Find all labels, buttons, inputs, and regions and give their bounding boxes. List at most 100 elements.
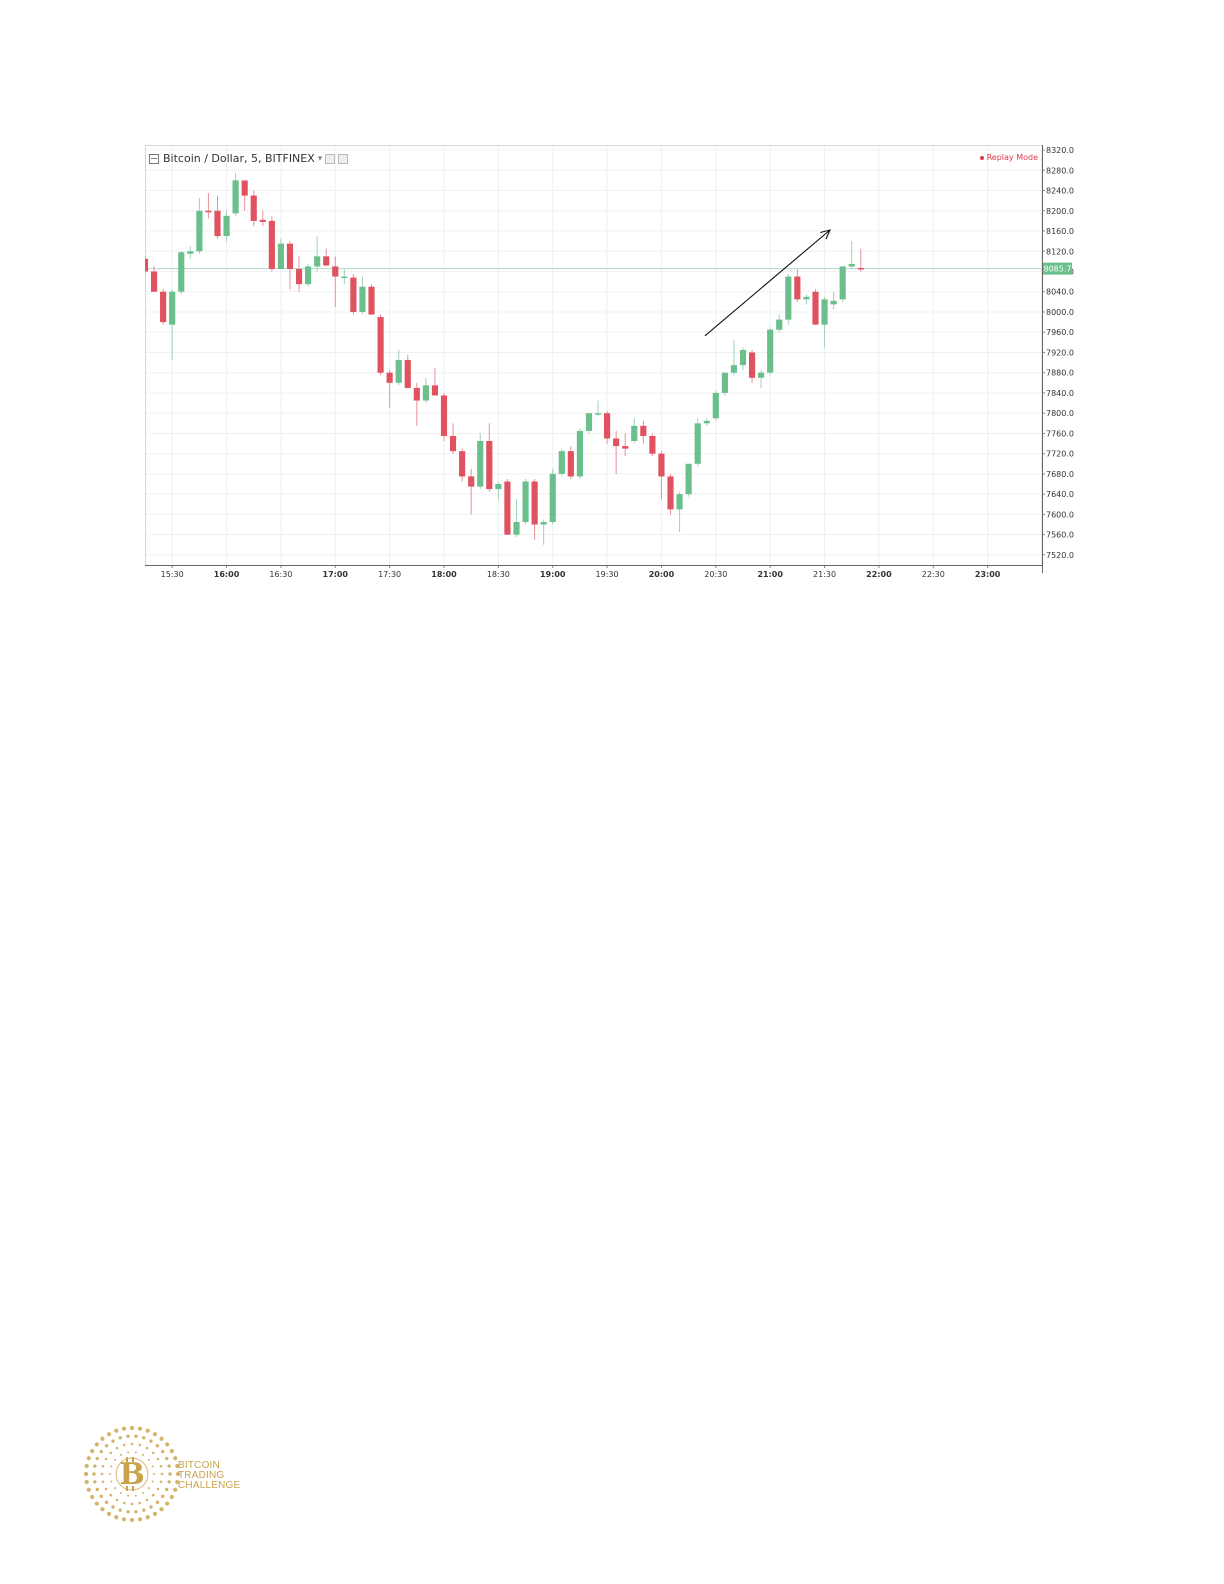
logo-dot [153,1473,155,1475]
y-tick-label: 8200.0 [1046,207,1074,216]
logo-dot [104,1487,108,1491]
logo-dot [104,1457,108,1461]
x-tick-label: 22:30 [922,570,945,579]
candle-body [513,521,520,535]
x-tick-label: 18:30 [487,570,510,579]
logo-dot [151,1493,155,1497]
logo-dot [130,1442,134,1446]
candle-body [495,484,502,490]
logo-dot [142,1453,144,1456]
candle-body [504,481,511,535]
trend-arrow-head [820,229,831,240]
x-tick-label: 19:30 [596,570,619,579]
logo-dot [122,1501,126,1505]
candle-body [413,387,420,401]
logo-dot [159,1507,164,1512]
last-price-label: 8085.7 [1044,265,1072,274]
logo-dot [165,1456,169,1461]
logo-dot [99,1449,103,1454]
grid [145,145,1043,566]
y-tick-label: 8160.0 [1046,227,1074,236]
y-tick-label: 7960.0 [1046,328,1074,337]
logo-dot [126,1434,130,1438]
candle-body [567,451,574,477]
logo-dot [156,1487,160,1491]
logo-dot [111,1439,115,1443]
logo-dot [175,1479,180,1485]
logo-dot [115,1498,119,1502]
logo-dot [137,1426,143,1431]
logo-dot [109,1451,113,1455]
candle-body [250,195,257,221]
logo-dot [145,1446,149,1450]
candle-body [332,266,339,277]
logo-line: BITCOIN [178,1460,220,1471]
logo-dot [142,1508,146,1512]
replay-mode-badge[interactable]: Replay Mode [979,153,1038,162]
y-tick-label: 7520.0 [1046,551,1074,560]
logo-dot [118,1508,122,1512]
y-tick-label: 7880.0 [1046,369,1074,378]
logo-dot [121,1426,127,1431]
logo-dot [121,1517,127,1522]
y-tick-label: 8280.0 [1046,166,1074,175]
candle-body [359,286,366,312]
eye-icon[interactable] [338,153,349,164]
candle-body [540,521,547,525]
logo-dot [156,1457,160,1461]
logo-dot [106,1432,112,1437]
candle-body [649,435,656,454]
logo-dot [152,1511,158,1516]
candle-body [803,296,810,300]
candle-body [848,263,855,267]
logo-dot [100,1507,105,1512]
candle-body [386,372,393,383]
logo-dot [165,1442,170,1447]
logo-dot [168,1472,172,1476]
candle-body [169,291,176,325]
candle-body [730,365,738,373]
x-tick-label: 23:00 [975,570,1001,579]
logo-dot [145,1515,150,1520]
logo-dot [159,1480,163,1484]
collapse-icon[interactable] [149,153,159,164]
candle-body [314,256,321,267]
trend-arrow-line [704,229,831,337]
logo-dot [173,1487,178,1492]
settings-icon[interactable] [325,153,336,164]
logo-dot [165,1501,170,1506]
candle-body [223,215,230,237]
candle-body [486,441,493,490]
y-tick-label: 7600.0 [1046,510,1074,519]
candle-body [178,252,185,292]
candle-body [232,180,239,214]
logo-dot [114,1515,119,1520]
logo-dot [90,1448,95,1454]
candle-body [404,360,411,388]
y-tick-label: 8000.0 [1046,308,1074,317]
logo-dot [86,1456,91,1461]
candle-body [350,277,357,312]
chart-header[interactable]: Bitcoin / Dollar, 5, BITFINEX ▾ [149,152,349,165]
axes: 7520.0 7560.0 7600.0 7640.0 7680.0 7720.0 7760… [145,145,1074,579]
x-tick-label: 22:00 [866,570,892,579]
candle-body [794,276,801,300]
candle-body [613,438,620,447]
logo-dot [111,1505,115,1509]
candlestick-chart: 7520.0 7560.0 7600.0 7640.0 7680.0 7720.0 7760… [145,145,1080,585]
y-tick-label: 7800.0 [1046,409,1074,418]
logo-dot [173,1456,178,1461]
logo-dot [92,1472,96,1476]
last-price-badge [1043,262,1072,275]
x-tick-label: 15:30 [161,570,184,579]
logo-text: BITCOIN TRADING CHALLENGE [178,1461,240,1491]
logo-dot [114,1487,117,1490]
candle-body [477,441,484,487]
logo-dot [165,1487,169,1492]
logo-dot [167,1480,171,1484]
logo-dot [134,1494,137,1497]
logo-dot [122,1443,126,1447]
annotations [704,229,831,337]
x-tick-label: 21:30 [813,570,836,579]
chevron-down-icon[interactable]: ▾ [317,153,323,164]
